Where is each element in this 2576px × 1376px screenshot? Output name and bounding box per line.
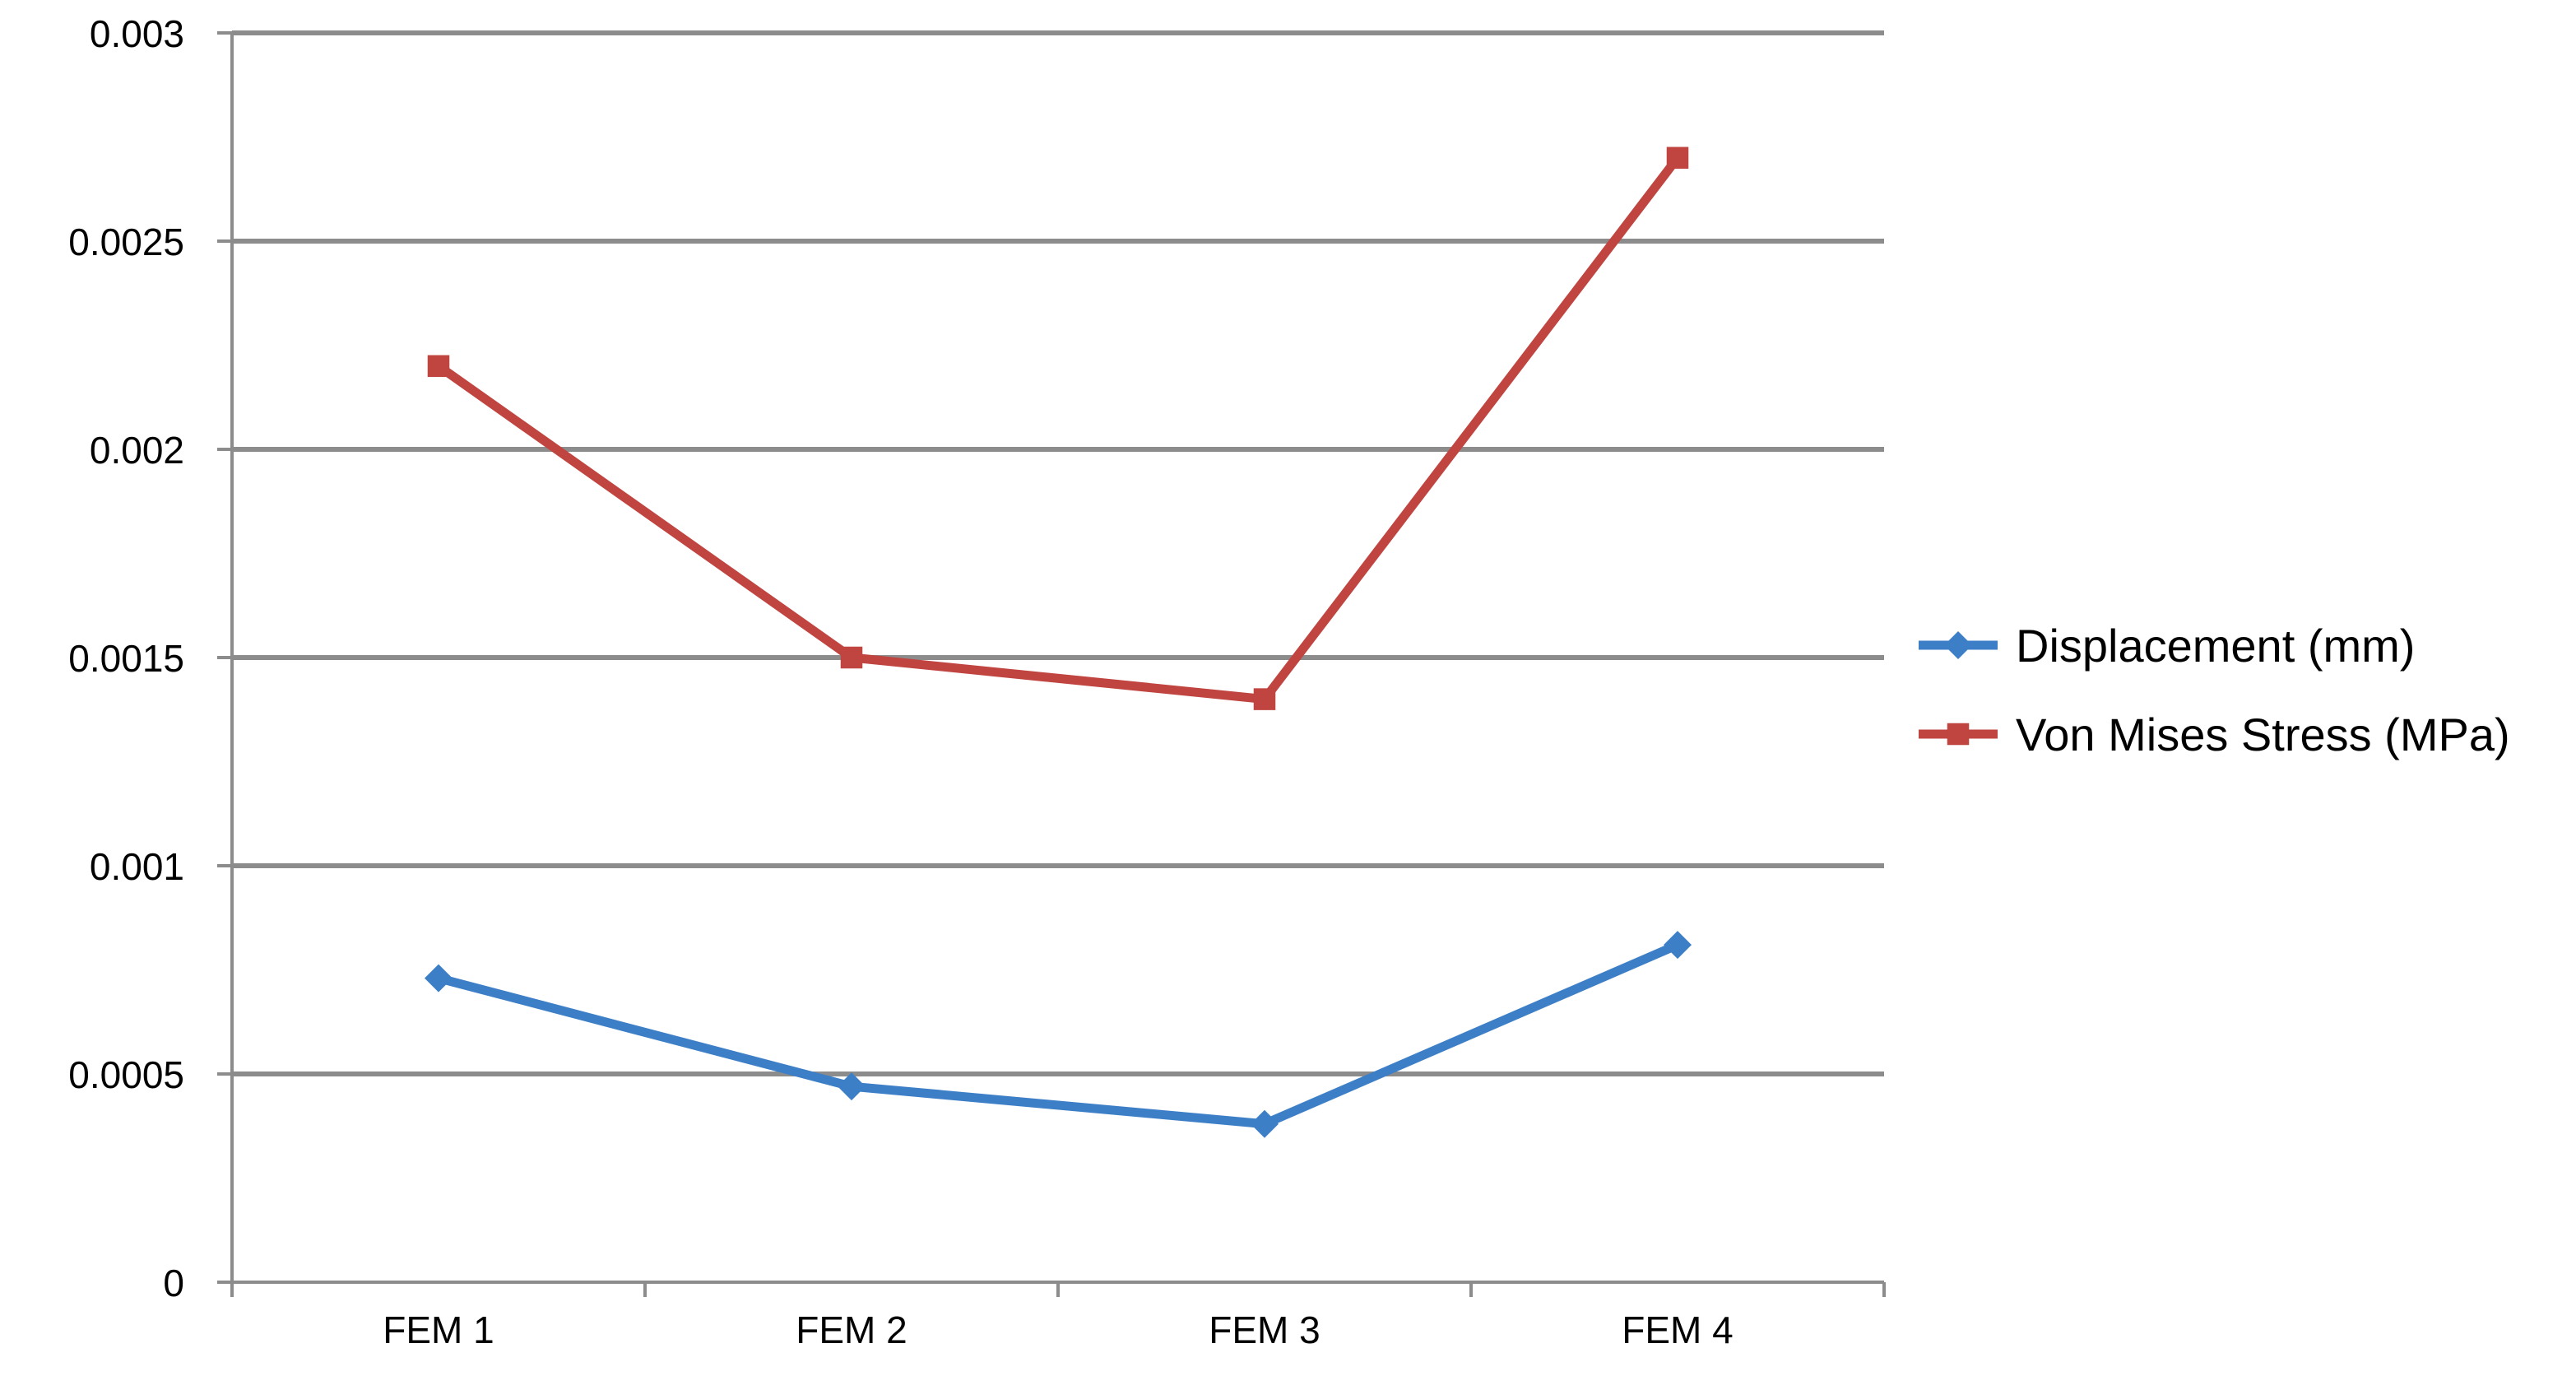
x-tick-label: FEM 3 bbox=[1209, 1309, 1320, 1351]
x-tick-label: FEM 4 bbox=[1622, 1309, 1733, 1351]
y-tick-label: 0.001 bbox=[90, 845, 184, 888]
data-point-diamond bbox=[838, 1072, 866, 1101]
y-tick-label: 0.003 bbox=[90, 12, 184, 55]
x-axis-tick-labels: FEM 1 FEM 2 FEM 3 FEM 4 bbox=[383, 1309, 1733, 1351]
series-layer bbox=[425, 146, 1692, 1138]
data-point-diamond bbox=[425, 964, 453, 992]
y-tick-label: 0.0005 bbox=[68, 1053, 184, 1096]
x-tick-label: FEM 2 bbox=[796, 1309, 907, 1351]
legend-label: Von Mises Stress (MPa) bbox=[2016, 709, 2510, 760]
series-displacement bbox=[425, 931, 1692, 1138]
y-axis-tick-labels: 0 0.0005 0.001 0.0015 0.002 0.0025 0.003 bbox=[68, 12, 184, 1304]
series-von-mises-stress bbox=[427, 146, 1689, 710]
data-point-square bbox=[1666, 146, 1689, 170]
y-tick-label: 0.002 bbox=[90, 429, 184, 472]
data-point-diamond bbox=[1251, 1109, 1279, 1138]
data-point-square bbox=[427, 355, 450, 378]
gridlines bbox=[232, 30, 1884, 1076]
series-line bbox=[434, 940, 1683, 1129]
legend-label: Displacement (mm) bbox=[2016, 620, 2415, 672]
legend-item: Displacement (mm) bbox=[1919, 620, 2415, 672]
y-tick-label: 0 bbox=[163, 1262, 184, 1304]
data-point-square bbox=[1253, 688, 1276, 710]
data-point-square bbox=[1947, 723, 1970, 746]
y-tick-label: 0.0015 bbox=[68, 637, 184, 680]
legend: Displacement (mm) Von Mises Stress (MPa) bbox=[1919, 620, 2510, 760]
data-point-diamond bbox=[1664, 931, 1692, 960]
legend-item: Von Mises Stress (MPa) bbox=[1919, 709, 2510, 760]
data-point-square bbox=[840, 646, 863, 669]
series-line bbox=[434, 153, 1683, 704]
y-tick-label: 0.0025 bbox=[68, 221, 184, 263]
axes bbox=[217, 31, 1886, 1297]
x-tick-label: FEM 1 bbox=[383, 1309, 494, 1351]
data-point-diamond bbox=[1944, 631, 1972, 659]
